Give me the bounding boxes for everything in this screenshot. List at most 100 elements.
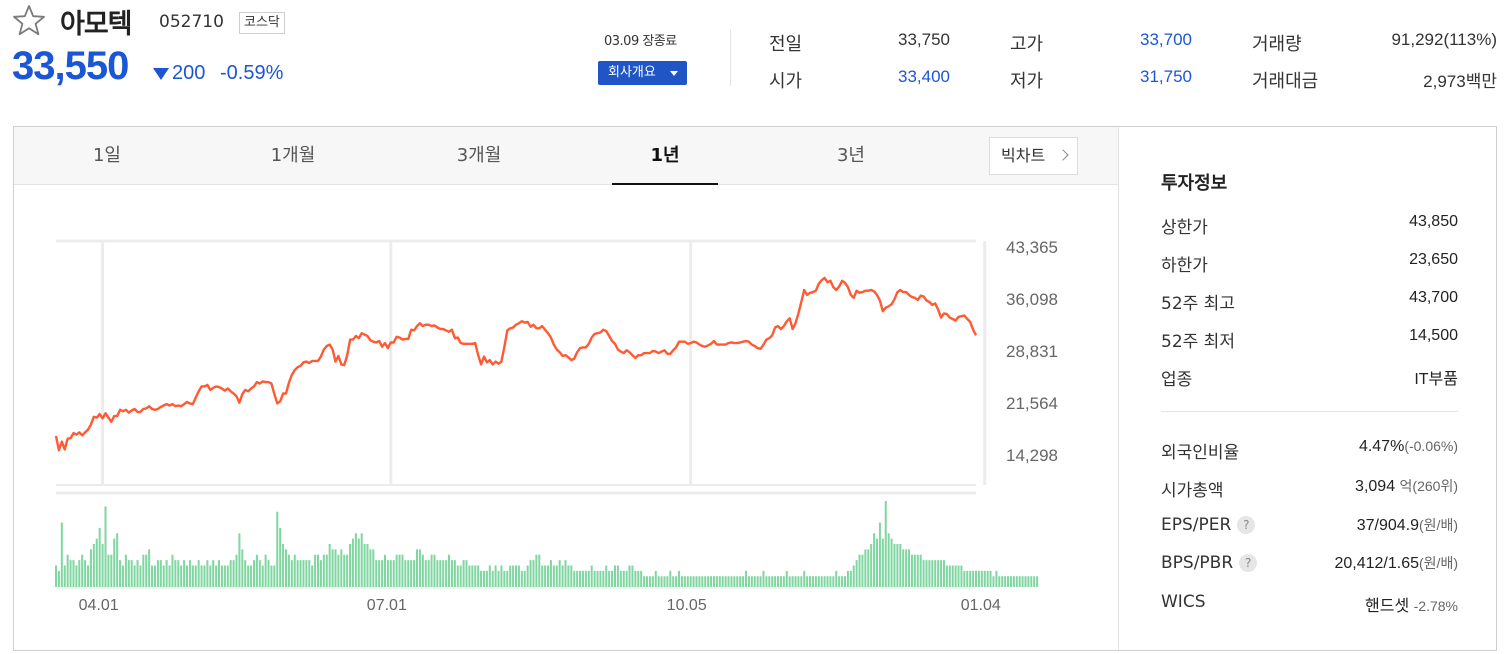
- volume-bar: [663, 576, 666, 587]
- volume-bar: [92, 544, 95, 587]
- volume-bar: [121, 565, 124, 587]
- volume-bar: [718, 576, 721, 587]
- volume-bar: [829, 576, 832, 587]
- volume-bar: [622, 570, 625, 587]
- help-icon[interactable]: ?: [1237, 516, 1256, 534]
- volume-bar: [270, 565, 273, 587]
- volume-bar: [331, 549, 334, 587]
- volume-bar: [421, 554, 424, 587]
- volume-bar: [549, 560, 552, 587]
- volume-bar: [672, 576, 675, 587]
- volume-bar: [209, 565, 212, 587]
- volume-bar: [279, 527, 282, 587]
- x-tick-label: 01.04: [961, 597, 1001, 614]
- favorite-star-icon[interactable]: [12, 4, 46, 36]
- info-value[interactable]: 핸드셋: [1365, 598, 1410, 615]
- info-value: IT부품: [1414, 371, 1458, 388]
- company-overview-button[interactable]: 회사개요: [598, 61, 687, 85]
- volume-bar: [66, 554, 69, 587]
- x-tick-label: 04.01: [79, 597, 119, 614]
- info-row-52w-low: 52주 최저 14,500: [1161, 327, 1458, 353]
- info-label: 업종: [1161, 370, 1193, 390]
- bigchart-button[interactable]: 빅차트: [989, 137, 1078, 175]
- info-separator: [1161, 411, 1458, 412]
- volume-bar: [139, 565, 142, 587]
- volume-bar: [631, 565, 634, 587]
- volume-bar: [698, 576, 701, 587]
- volume-bar: [887, 533, 890, 587]
- volume-bar: [727, 576, 730, 587]
- volume-bar: [215, 565, 218, 587]
- volume-bar: [771, 576, 774, 587]
- volume-bar: [969, 570, 972, 587]
- volume-bar: [203, 565, 206, 587]
- volume-bar: [800, 576, 803, 587]
- tab-3year[interactable]: 3년: [758, 127, 944, 185]
- y-tick-label: 43,365: [1006, 238, 1058, 257]
- info-label: 상한가: [1161, 218, 1208, 238]
- tab-3month[interactable]: 3개월: [386, 127, 572, 185]
- volume-bar: [119, 560, 122, 587]
- volume-bar: [285, 549, 287, 587]
- volume-bar: [220, 565, 223, 587]
- volume-bar: [258, 560, 261, 587]
- volume-bar: [1001, 576, 1004, 587]
- volume-bar: [878, 522, 881, 587]
- volume-bar: [1018, 576, 1021, 587]
- info-value: 20,412/1.65: [1334, 555, 1420, 572]
- tab-label: 3개월: [456, 145, 502, 166]
- volume-bar: [587, 570, 590, 587]
- volume-bar: [666, 576, 669, 587]
- volume-bar: [619, 570, 622, 587]
- volume-bar: [616, 565, 619, 587]
- tab-1month[interactable]: 1개월: [200, 127, 386, 185]
- chevron-right-icon: [1057, 149, 1069, 161]
- volume-bar: [733, 576, 736, 587]
- info-label: 하한가: [1161, 256, 1208, 276]
- volume-bar: [378, 560, 381, 587]
- volume-bar: [646, 576, 649, 587]
- volume-bar: [453, 560, 456, 587]
- volume-bar: [101, 544, 104, 587]
- volume-bar: [558, 560, 561, 587]
- volume-bar: [250, 565, 253, 587]
- info-value-group: 20,412/1.65(원/배): [1334, 553, 1458, 573]
- volume-bar: [252, 560, 255, 587]
- volume-bar: [433, 554, 436, 587]
- volume-bar: [611, 570, 614, 587]
- stock-header: 아모텍 052710 코스닥 33,550 200 -0.59% 03.09 장…: [0, 0, 1507, 120]
- volume-bar: [811, 576, 814, 587]
- volume-bar: [177, 560, 180, 587]
- volume-bar: [110, 554, 113, 587]
- volume-bar: [84, 560, 87, 587]
- volume-bar: [640, 570, 643, 587]
- volume-bar: [526, 565, 529, 587]
- volume-bar: [750, 576, 753, 587]
- volume-bar: [302, 560, 305, 587]
- volume-bar: [98, 527, 101, 587]
- volume-bar: [363, 544, 366, 587]
- volume-bar: [820, 576, 823, 587]
- volume-bar: [555, 565, 558, 587]
- tab-1year[interactable]: 1년: [572, 127, 758, 185]
- volume-bar: [567, 565, 570, 587]
- volume-bar: [570, 565, 573, 587]
- volume-bar: [171, 554, 174, 587]
- help-icon[interactable]: ?: [1239, 554, 1258, 572]
- volume-bar: [430, 554, 433, 587]
- volume-bar: [145, 554, 148, 587]
- volume-bar: [922, 560, 925, 587]
- volume-bar: [349, 544, 352, 587]
- volume-bar: [500, 565, 503, 587]
- volume-bar: [509, 565, 512, 587]
- volume-bar: [654, 570, 657, 587]
- panel-divider: [1118, 127, 1119, 650]
- info-label: BPS/PBR: [1161, 553, 1234, 573]
- volume-bar: [823, 576, 826, 587]
- tab-1day[interactable]: 1일: [14, 127, 200, 185]
- volume-bar: [873, 533, 876, 587]
- volume-bar: [1024, 576, 1027, 587]
- volume-bar: [788, 576, 791, 587]
- volume-value: 91,292(113%): [1391, 30, 1497, 49]
- volume-bar: [794, 576, 797, 587]
